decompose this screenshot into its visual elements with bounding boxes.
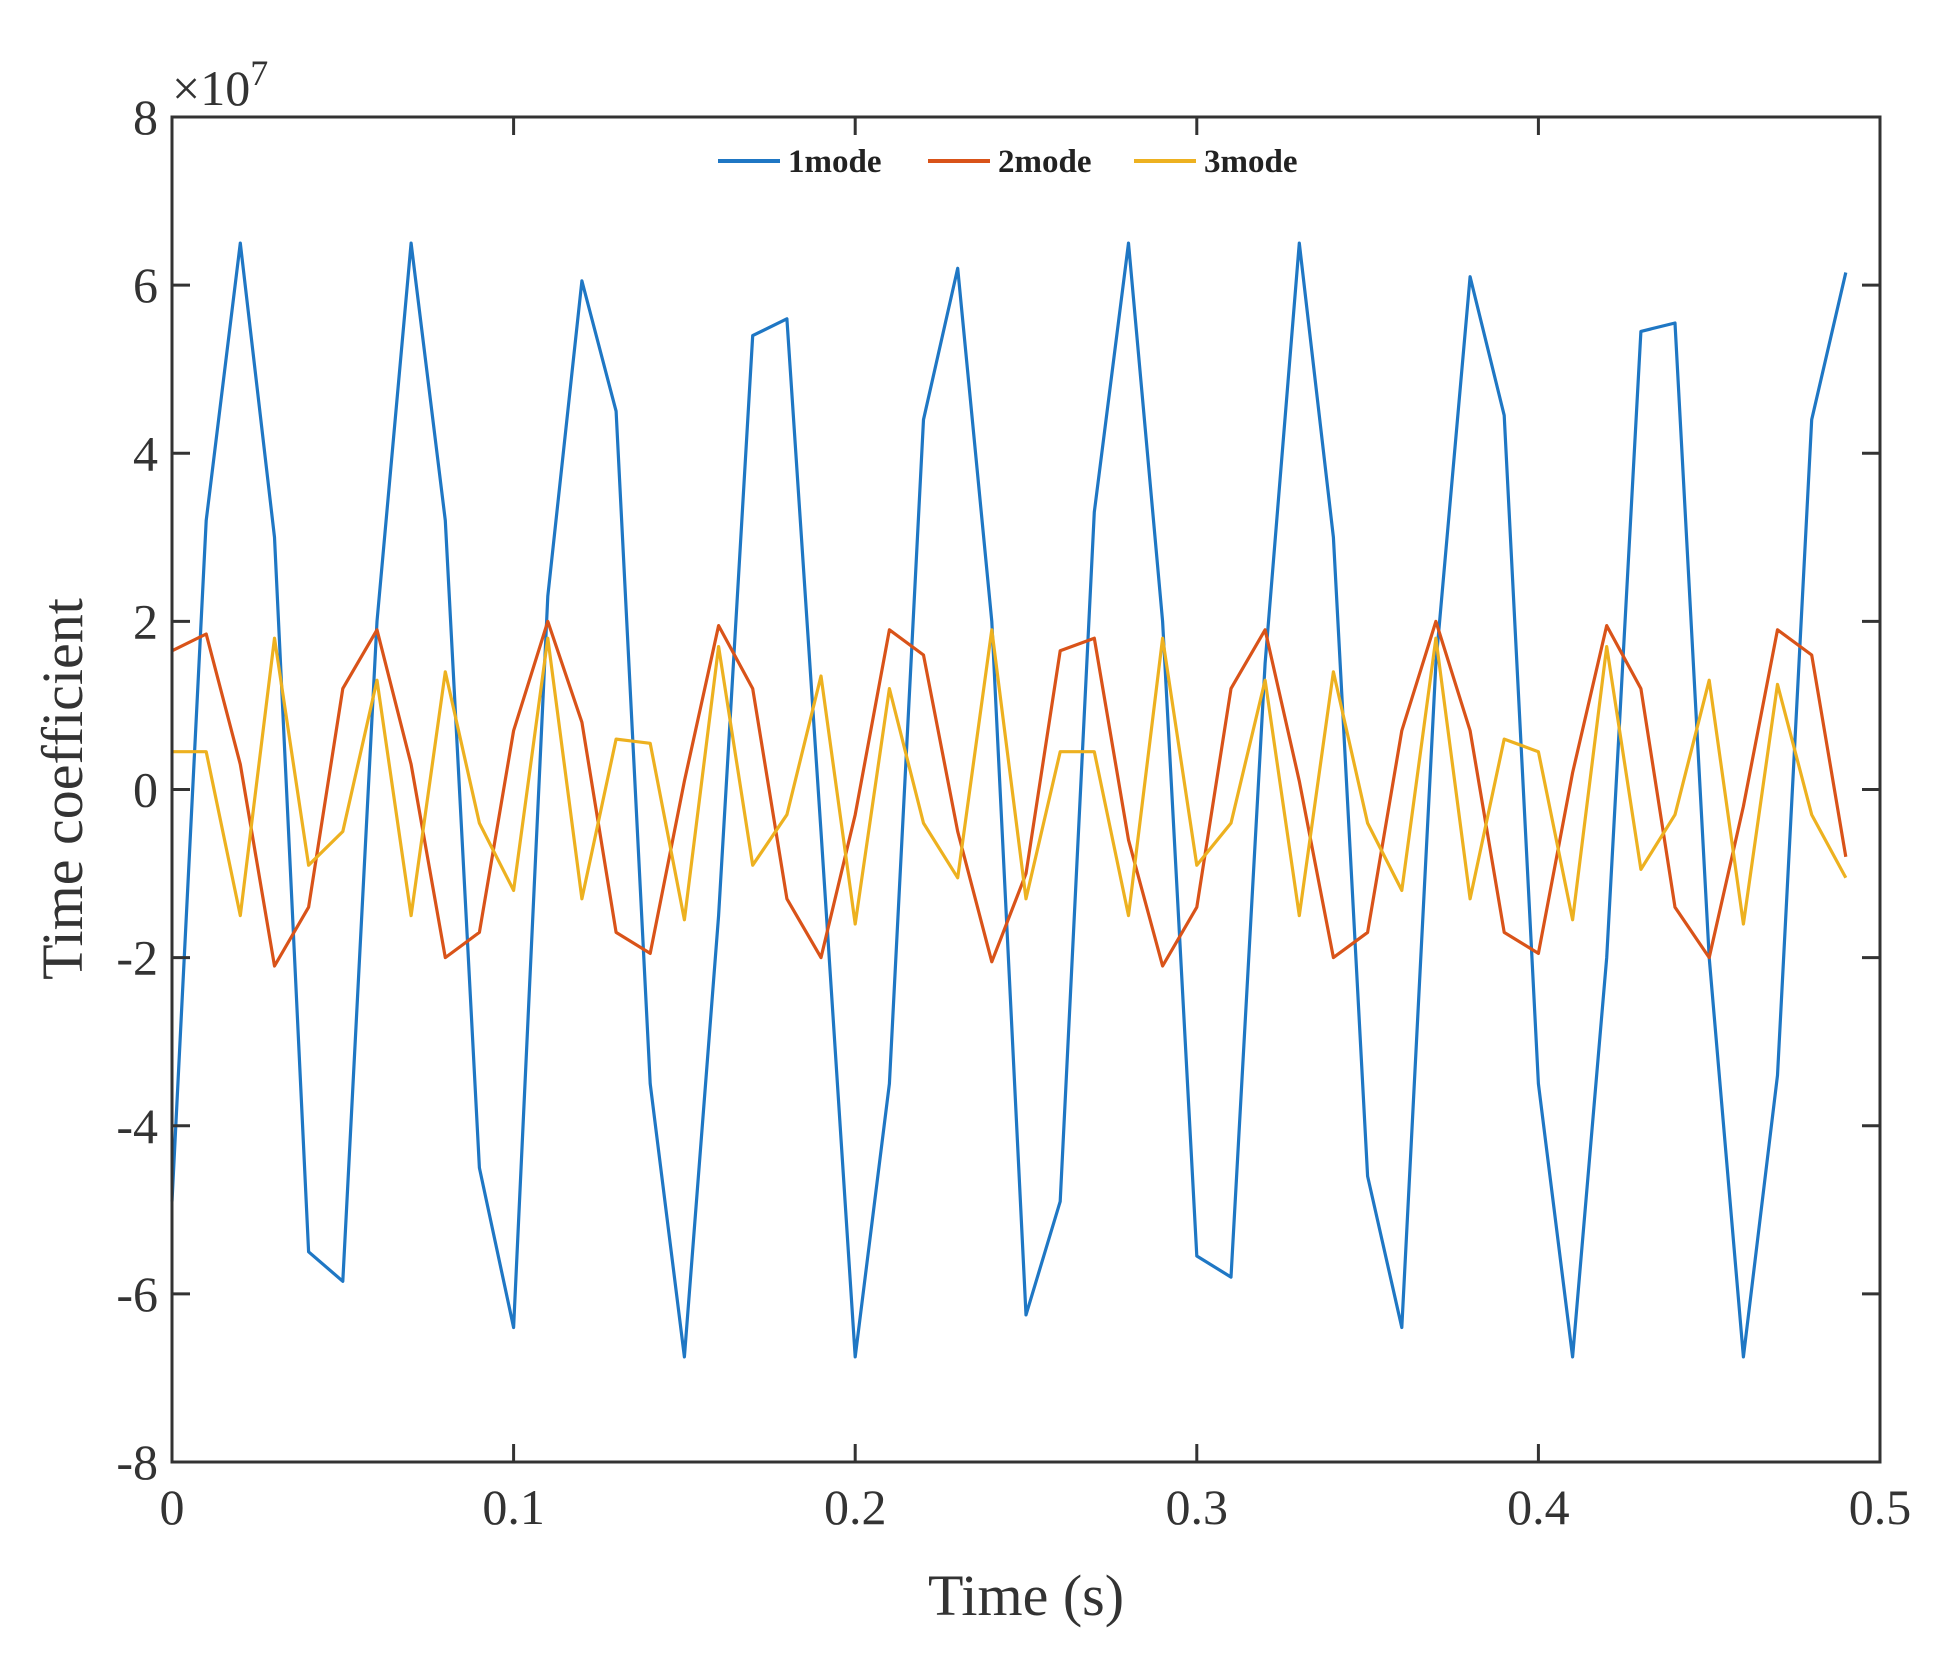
y-tick-label: -4 (116, 1098, 158, 1154)
x-tick-label: 0.4 (1507, 1479, 1570, 1535)
legend-label-3mode: 3mode (1204, 144, 1298, 180)
series-layer (170, 241, 1848, 1359)
x-tick-label: 0 (160, 1479, 185, 1535)
y-tick-label: 0 (133, 762, 158, 818)
x-axis-label: Time (s) (928, 1563, 1124, 1628)
y-tick-label: -6 (116, 1266, 158, 1322)
y-tick-label: 8 (133, 89, 158, 145)
y-tick-label: 6 (133, 257, 158, 313)
x-tick-label: 0.1 (482, 1479, 545, 1535)
labels-layer: 0 0.1 0.2 0.3 0.4 0.5 -8 -6 -4 -2 0 2 4 6 8 (116, 89, 1911, 1535)
x-tick-label: 0.2 (824, 1479, 887, 1535)
legend-label-1mode: 1mode (788, 144, 882, 180)
y-axis-label: Time coefficient (30, 598, 95, 980)
y-multiplier: ×107 (172, 53, 268, 116)
legend-label-2mode: 2mode (998, 144, 1092, 180)
ticks-layer (170, 115, 1882, 1464)
legend: 1mode 2mode 3mode (718, 144, 1298, 180)
y-tick-label: -2 (116, 930, 158, 986)
y-tick-label: -8 (116, 1434, 158, 1490)
series-line-1mode (170, 241, 1848, 1359)
series-line-3mode (172, 628, 1848, 926)
x-tick-label: 0.5 (1849, 1479, 1912, 1535)
series-line-2mode (171, 619, 1848, 968)
y-tick-label: 2 (133, 593, 158, 649)
y-tick-label: 4 (133, 425, 158, 481)
x-tick-label: 0.3 (1166, 1479, 1229, 1535)
